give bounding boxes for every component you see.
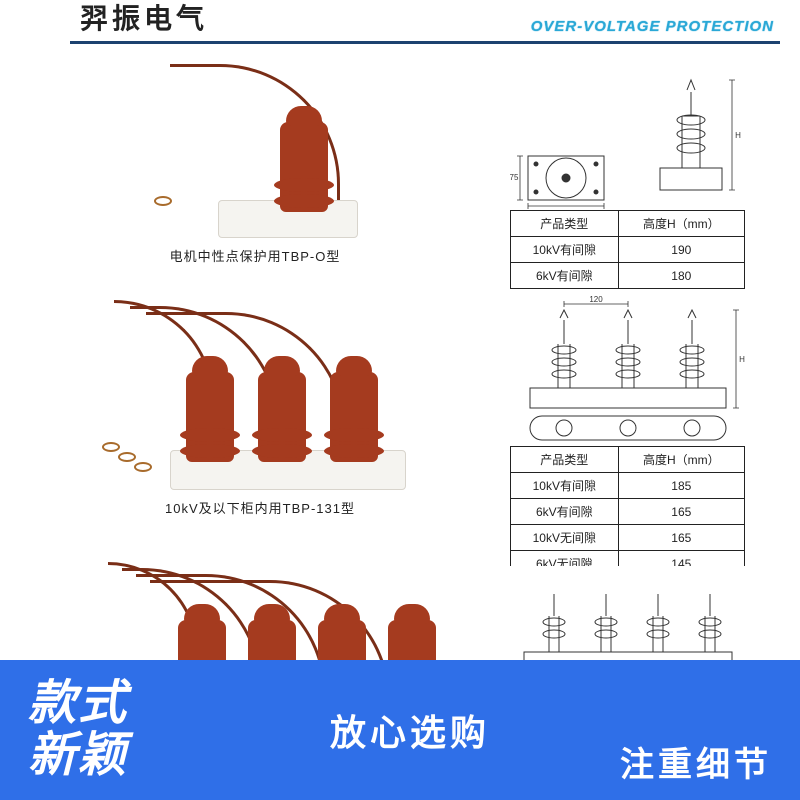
spec-table: 产品类型 高度H（mm） 10kV有间隙 190 6kV有间隙 180 — [510, 210, 745, 289]
table-row: 10kV有间隙 190 — [511, 237, 745, 263]
product-caption: 电机中性点保护用TBP-O型 — [130, 246, 380, 265]
page-header: 羿振电气 OVER-VOLTAGE PROTECTION — [70, 0, 780, 44]
insulator — [258, 372, 306, 462]
svg-text:90: 90 — [562, 209, 571, 210]
svg-text:75: 75 — [510, 173, 519, 182]
product-caption: 10kV及以下柜内用TBP-131型 — [100, 498, 420, 517]
spec-table: 产品类型 高度H（mm） 10kV有间隙185 6kV有间隙165 10kV无间… — [510, 446, 745, 577]
col-header: 高度H（mm） — [618, 447, 744, 473]
table-row: 10kV无间隙165 — [511, 525, 745, 551]
table-row: 10kV有间隙185 — [511, 473, 745, 499]
promo-banner: 款式 新颖 放心选购 注重细节 — [0, 660, 800, 800]
banner-tagline-right: 注重细节 — [620, 737, 772, 786]
insulator — [330, 372, 378, 462]
lead-wire — [146, 312, 346, 462]
tech-drawing: 120 H — [510, 296, 745, 446]
svg-text:120: 120 — [589, 296, 603, 304]
table-row: 6kV有间隙165 — [511, 499, 745, 525]
svg-text:H: H — [735, 131, 741, 140]
banner-headline: 款式 新颖 — [28, 678, 128, 782]
cable-lug — [134, 462, 152, 472]
banner-tagline-left: 放心选购 — [330, 704, 490, 756]
col-header: 产品类型 — [511, 447, 619, 473]
svg-text:H: H — [739, 355, 745, 364]
table-row: 6kV有间隙 180 — [511, 263, 745, 289]
col-header: 产品类型 — [511, 211, 619, 237]
spec-block-1: 90 75 H 产品类型 高度H（mm） 10kV有间隙 190 6kV有间隙 … — [510, 60, 745, 289]
spec-block-2: 120 H 产品类型 高度H（mm） 10kV有间隙185 6kV有间隙165 … — [510, 296, 745, 577]
insulator — [186, 372, 234, 462]
cable-lug — [102, 442, 120, 452]
catalog-page: 羿振电气 OVER-VOLTAGE PROTECTION 电机中性点保护用TBP… — [0, 0, 800, 800]
cable-lug — [154, 196, 172, 206]
header-title-cn: 羿振电气 — [80, 0, 208, 37]
cable-lug — [118, 452, 136, 462]
product-tbp-o: 电机中性点保护用TBP-O型 — [130, 68, 380, 265]
product-tbp-131: 10kV及以下柜内用TBP-131型 — [100, 300, 420, 517]
col-header: 高度H（mm） — [618, 211, 744, 237]
header-title-en: OVER-VOLTAGE PROTECTION — [531, 18, 774, 35]
insulator — [280, 122, 328, 212]
tech-drawing: 90 75 H — [510, 60, 745, 210]
